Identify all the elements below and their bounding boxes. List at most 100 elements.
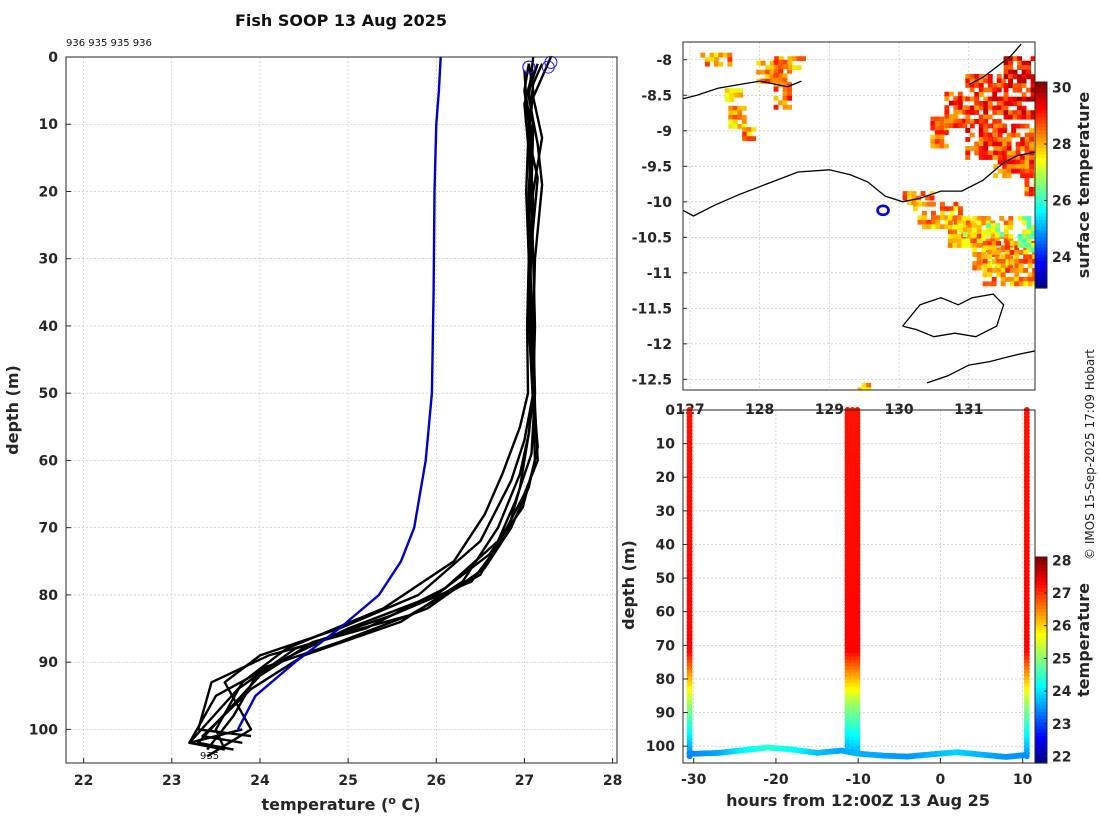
profile-markers — [522, 55, 558, 74]
map-lat-tick-label: -10.5 — [632, 230, 672, 246]
map-lat-tick-label: -11 — [647, 266, 672, 282]
depth-time-colorbar-segment — [1035, 708, 1047, 713]
map-colorbar-segment — [1035, 95, 1047, 100]
profile-x-tick-label: 24 — [250, 773, 270, 789]
depth-time-colorbar-segment — [1035, 560, 1047, 565]
map-colorbar-segment — [1035, 130, 1047, 135]
map-colorbar-tick-label: 28 — [1052, 137, 1071, 153]
map-colorbar-segment — [1035, 154, 1047, 159]
profile-y-tick-label: 0 — [48, 50, 58, 66]
map-colorbar-segment — [1035, 274, 1047, 279]
profile-y-tick-label: 90 — [39, 655, 59, 671]
map-ship-position — [876, 204, 890, 217]
map-colorbar-segment — [1035, 243, 1047, 248]
depth-time-colorbar-segment — [1035, 677, 1047, 682]
map-lat-tick-label: -9 — [656, 124, 672, 140]
map-colorbar-segment — [1035, 277, 1047, 282]
depth-time-colorbar-segment — [1035, 732, 1047, 737]
depth-time-colorbar-segment — [1035, 701, 1047, 706]
map-colorbar-segment — [1035, 143, 1047, 148]
map-colorbar-segment — [1035, 236, 1047, 241]
profile-y-tick-label: 70 — [39, 521, 59, 537]
profile-chart-title: Fish SOOP 13 Aug 2025 — [235, 11, 447, 30]
map-colorbar-segment — [1035, 164, 1047, 169]
sst-patch — [1017, 216, 1035, 253]
map-colorbar-segment — [1035, 147, 1047, 152]
map-lat-tick-label: -9.5 — [641, 159, 672, 175]
profile-ticks: 22 23 24 25 26 27 28 0 10 20 30 40 50 60 70 80 90 100 — [29, 50, 623, 789]
map-colorbar-segment — [1035, 99, 1047, 104]
map-colorbar-segment — [1035, 267, 1047, 272]
depth-time-colorbar-segment — [1035, 618, 1047, 623]
map-colorbar-segment — [1035, 136, 1047, 141]
profile-line-7 — [196, 63, 544, 751]
ship-marker — [876, 204, 890, 217]
depth-time-x-tick-label: 0 — [936, 772, 946, 788]
depth-time-x-tick-label: -30 — [681, 772, 707, 788]
profile-x-tick-label: 22 — [74, 773, 93, 789]
map-lat-tick-label: -10 — [647, 195, 673, 211]
depth-time-colorbar-segment — [1035, 581, 1047, 586]
profile-lines — [188, 56, 552, 758]
depth-time-y-tick-label: 60 — [656, 605, 676, 621]
profile-line-6 — [188, 63, 539, 751]
map-colorbar-segment — [1035, 178, 1047, 183]
depth-time-colorbar-segment — [1035, 684, 1047, 689]
map-colorbar-label: surface temperature — [1074, 92, 1093, 279]
depth-time-colorbar-segment — [1035, 759, 1047, 764]
sst-patch — [1003, 56, 1035, 120]
depth-time-colorbar-tick-label: 22 — [1052, 749, 1071, 765]
bottom-track — [686, 744, 1029, 760]
map-colorbar-segment — [1035, 126, 1047, 131]
map-lat-tick-label: -11.5 — [632, 301, 672, 317]
map-colorbar-segment — [1035, 246, 1047, 251]
map-colorbar-segment — [1035, 109, 1047, 114]
depth-time-y-tick-label: 90 — [656, 706, 676, 722]
map-sst-patches — [700, 52, 1035, 390]
depth-time-y-tick-label: 20 — [656, 470, 676, 486]
map-colorbar-segment — [1035, 92, 1047, 97]
depth-time-colorbar-tick-label: 24 — [1052, 684, 1072, 700]
depth-time-colorbar-segment — [1035, 663, 1047, 668]
map-colorbar-segment — [1035, 202, 1047, 207]
station-ids-label: 936 935 935 936 — [66, 38, 152, 49]
depth-time-colorbar-segment — [1035, 660, 1047, 665]
depth-time-colorbar-segment — [1035, 611, 1047, 616]
depth-time-colorbar-segment — [1035, 714, 1047, 719]
map-colorbar-segment — [1035, 209, 1047, 214]
profile-y-tick-label: 10 — [39, 117, 59, 133]
depth-time-y-tick-label: 0 — [665, 403, 675, 419]
profile-chart: Fish SOOP 13 Aug 2025 936 935 935 936 22… — [3, 11, 622, 814]
depth-time-colorbar-tick-label: 26 — [1052, 619, 1071, 635]
map-colorbar-segment — [1035, 219, 1047, 224]
map-colorbar-segment — [1035, 191, 1047, 196]
map-colorbar-segment — [1035, 229, 1047, 234]
depth-time-colorbar-segment — [1035, 598, 1047, 603]
cast-column — [1023, 407, 1030, 760]
profile-line-8 — [188, 70, 537, 744]
depth-time-colorbar-segment — [1035, 574, 1047, 579]
profile-x-tick-label: 27 — [515, 773, 534, 789]
depth-time-colorbar-segment — [1035, 656, 1047, 661]
imos-watermark: © IMOS 15-Sep-2025 17:09 Hobart — [1083, 349, 1097, 560]
cast-column — [844, 407, 851, 750]
profile-y-tick-label: 20 — [39, 184, 59, 200]
depth-time-colorbar-segment — [1035, 625, 1047, 630]
depth-time-colorbar-segment — [1035, 567, 1047, 572]
map-colorbar-segment — [1035, 88, 1047, 93]
map-colorbar: 30 28 26 24 — [1034, 81, 1072, 289]
map-colorbar-segment — [1035, 222, 1047, 227]
sst-patch — [1024, 173, 1035, 197]
map-lat-tick-label: -12 — [647, 337, 672, 353]
map-colorbar-segment — [1035, 215, 1047, 220]
depth-time-x-axis-label: hours from 12:00Z 13 Aug 25 — [726, 791, 990, 810]
map-colorbar-segment — [1035, 102, 1047, 107]
depth-time-colorbar-segment — [1035, 557, 1047, 562]
map-lat-tick-label: -12.5 — [632, 372, 672, 388]
depth-time-colorbar-segment — [1035, 635, 1047, 640]
depth-time-colorbar-segment — [1035, 756, 1047, 761]
profile-y-tick-label: 80 — [39, 588, 59, 604]
map-colorbar-segment — [1035, 171, 1047, 176]
depth-time-colorbar-segment — [1035, 632, 1047, 637]
map-colorbar-segment — [1035, 233, 1047, 238]
